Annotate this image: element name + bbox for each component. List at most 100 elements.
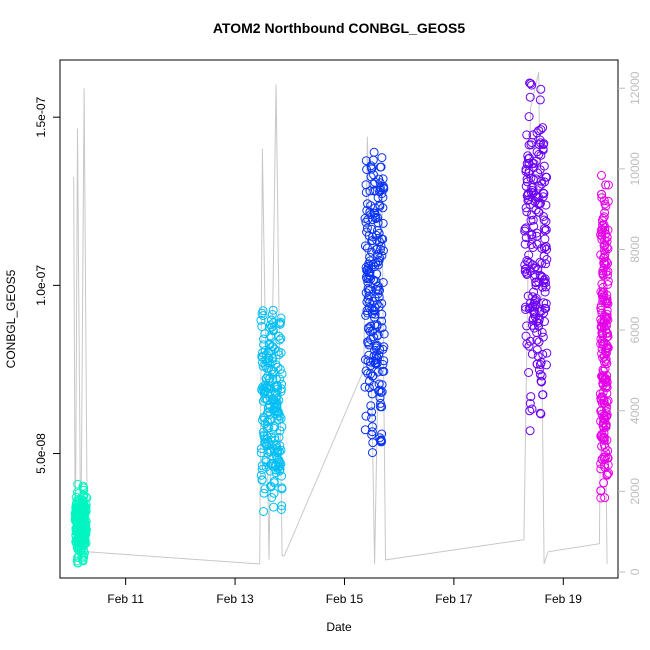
data-point [373,218,383,228]
data-point [379,329,389,339]
data-point [541,200,551,210]
data-point [602,242,612,252]
chart-title: ATOM2 Northbound CONBGL_GEOS5 [213,20,465,36]
data-point [542,245,552,254]
data-point [378,174,388,184]
data-point [602,306,612,316]
data-point [597,189,607,199]
x-tick-label: Feb 13 [216,592,254,606]
data-point [541,299,551,309]
y2-tick-label: 12000 [628,71,642,105]
data-point [81,516,91,526]
x-tick-label: Feb 11 [107,592,144,606]
data-point [276,505,286,514]
data-point [277,484,287,494]
data-point [276,445,286,455]
data-point [265,339,275,349]
data-point [602,371,612,380]
y2-tick-label: 2000 [628,478,642,505]
data-point [81,502,91,512]
data-point [603,225,613,235]
data-point [367,427,377,437]
data-point [373,213,383,223]
data-point [366,201,376,211]
data-point [276,387,286,396]
data-point [267,493,277,502]
data-point [372,321,382,331]
data-point [372,269,382,279]
data-point [272,400,282,410]
data-point [265,358,275,368]
data-point [535,95,545,105]
data-point [538,282,547,292]
data-point [522,130,532,140]
data-point [530,295,540,305]
data-point [539,212,548,221]
data-point [375,393,385,403]
data-point [601,257,611,267]
y-axis: 5.0e-08 1.0e-07 1.5e-07 [34,97,60,474]
data-point [368,260,378,270]
data-point [525,336,535,346]
data-point [260,329,270,339]
data-point [276,313,286,323]
data-point [268,325,278,335]
data-point [271,374,281,384]
data-point [79,485,89,495]
data-point [81,529,91,539]
data-point [542,255,552,264]
x-tick-label: Feb 17 [435,592,473,606]
data-point [379,184,389,194]
data-point [277,501,287,511]
series-2 [256,305,287,516]
data-point [600,493,610,503]
data-point [538,332,548,342]
data-point [601,452,611,462]
data-point [535,408,545,418]
data-point [596,493,606,503]
data-point [377,380,387,390]
data-point [602,410,612,420]
data-point [361,156,371,166]
x-tick-label: Feb 15 [326,592,364,606]
data-point [365,284,375,294]
data-point [366,401,376,411]
data-point [526,392,536,402]
data-point [602,359,612,369]
data-point [601,354,611,364]
data-point [539,275,549,285]
data-point [601,201,611,211]
data-point [259,488,269,498]
data-point [377,189,387,199]
data-point [378,278,388,287]
data-point [277,369,287,379]
data-point [269,476,279,486]
data-points-layer [70,78,613,568]
data-point [540,234,550,244]
data-point [273,448,283,458]
data-point [377,402,387,412]
data-point [78,546,88,556]
data-point [262,423,272,433]
data-point [259,507,268,516]
data-point [536,150,546,160]
data-point [598,213,608,223]
data-point [540,177,549,187]
data-point [373,260,383,270]
data-point [361,366,371,376]
data-point [266,315,276,325]
data-point [539,161,549,171]
data-point [520,224,530,234]
data-point [603,453,613,463]
data-point [376,162,386,172]
data-point [540,287,550,297]
data-point [362,265,372,275]
data-point [361,310,371,320]
data-point [377,153,387,163]
data-point [539,139,549,149]
data-point [81,538,91,548]
data-point [522,256,532,265]
data-point [364,261,373,271]
data-point [541,242,551,251]
